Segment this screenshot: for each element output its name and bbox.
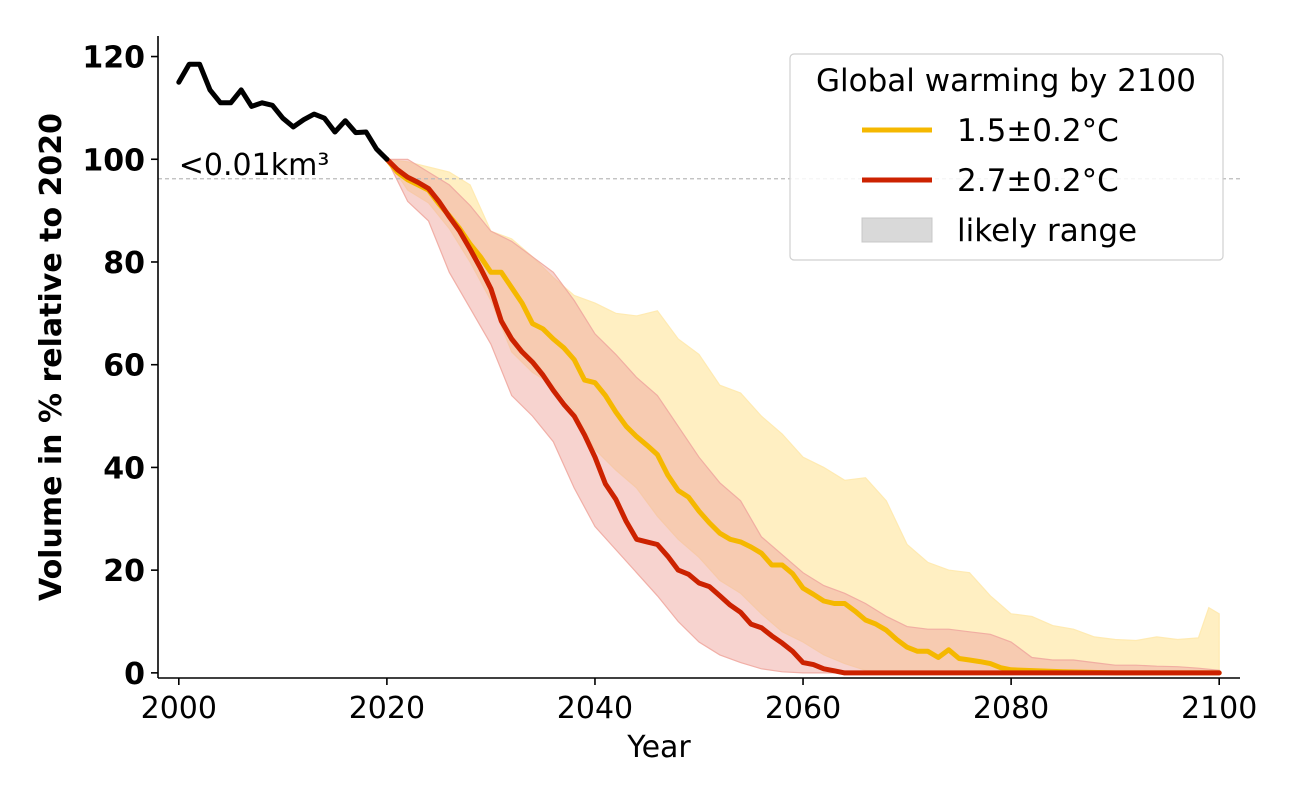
x-axis-ticks: 2000 2020 2040 2060 2080 2100 <box>141 678 1257 726</box>
y-tick-label: 100 <box>82 143 145 178</box>
y-tick-label: 20 <box>103 554 145 589</box>
series-line-historical <box>176 61 390 162</box>
legend-title: Global warming by 2100 <box>816 63 1196 99</box>
x-tick-label: 2080 <box>973 691 1049 726</box>
x-tick-label: 2040 <box>557 691 633 726</box>
legend-label-high: 2.7±0.2°C <box>957 163 1119 199</box>
series-line-high <box>384 156 1222 676</box>
reference-line-label: <0.01km³ <box>179 148 330 183</box>
x-tick-label: 2100 <box>1181 691 1257 726</box>
series-lines <box>176 61 1222 676</box>
likely-range-bands <box>385 158 1220 674</box>
axes <box>157 36 1240 679</box>
series-line-low <box>384 156 1222 676</box>
x-tick-label: 2000 <box>141 691 217 726</box>
legend: Global warming by 2100 1.5±0.2°C 2.7±0.2… <box>789 53 1224 261</box>
y-tick-label: 80 <box>103 246 145 281</box>
y-tick-label: 120 <box>82 41 145 76</box>
y-tick-label: 0 <box>124 657 145 692</box>
y-tick-label: 60 <box>103 349 145 384</box>
x-tick-label: 2060 <box>765 691 841 726</box>
y-axis-title: Volume in % relative to 2020 <box>34 113 69 601</box>
legend-swatch-range <box>861 217 933 243</box>
x-tick-label: 2020 <box>349 691 425 726</box>
legend-label-range: likely range <box>957 213 1137 249</box>
y-axis-ticks: 0 20 40 60 80 100 120 <box>82 41 158 692</box>
legend-label-low: 1.5±0.2°C <box>957 113 1119 149</box>
legend-box <box>789 53 1224 261</box>
y-tick-label: 40 <box>103 451 145 486</box>
x-axis-title: Year <box>626 730 691 765</box>
